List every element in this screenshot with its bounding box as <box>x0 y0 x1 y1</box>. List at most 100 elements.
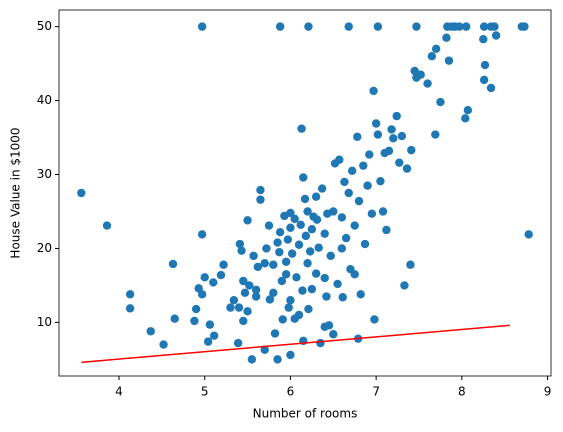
point <box>265 295 275 304</box>
point <box>520 22 529 31</box>
point <box>270 329 280 338</box>
point <box>256 195 265 204</box>
point <box>350 221 359 230</box>
point <box>300 194 310 204</box>
point <box>275 22 285 31</box>
point <box>273 238 282 247</box>
point <box>463 105 473 115</box>
point <box>370 315 379 324</box>
point <box>247 355 257 364</box>
point <box>159 340 168 349</box>
point <box>431 130 440 139</box>
point <box>365 150 374 159</box>
point <box>389 134 398 143</box>
point <box>233 338 243 348</box>
y-axis-label: House Value in $1000 <box>9 127 23 258</box>
point <box>307 284 317 294</box>
point <box>278 315 287 324</box>
point <box>344 22 353 31</box>
point <box>392 111 401 121</box>
point <box>333 279 342 289</box>
point <box>102 221 112 230</box>
point <box>273 355 282 364</box>
point <box>297 124 306 133</box>
point <box>356 290 365 299</box>
point <box>436 97 445 107</box>
point <box>239 276 248 286</box>
point <box>281 270 291 279</box>
point <box>281 257 291 266</box>
point <box>203 337 213 346</box>
plot-frame <box>58 9 552 377</box>
x-tick-label: 6 <box>287 385 295 399</box>
point <box>283 235 293 244</box>
point <box>216 270 226 280</box>
point <box>125 290 135 299</box>
point <box>269 260 278 269</box>
point <box>427 52 437 61</box>
x-tick-label: 5 <box>201 385 209 399</box>
point <box>354 196 364 206</box>
point <box>209 278 218 287</box>
point <box>479 22 489 31</box>
point <box>205 320 215 329</box>
point <box>251 292 261 301</box>
point <box>304 304 313 314</box>
point <box>461 114 470 123</box>
point <box>406 260 415 269</box>
point <box>296 220 305 229</box>
point <box>407 145 416 155</box>
point <box>360 239 370 249</box>
point <box>287 249 297 258</box>
point <box>322 292 331 301</box>
point <box>317 184 327 193</box>
point <box>320 229 329 238</box>
point <box>298 286 307 295</box>
x-tick-label: 4 <box>115 385 123 399</box>
point <box>219 260 228 269</box>
x-tick-label: 8 <box>458 385 466 399</box>
point <box>491 31 501 40</box>
point <box>340 177 349 187</box>
point <box>170 314 179 323</box>
point <box>197 22 207 31</box>
point <box>200 273 209 282</box>
point <box>303 259 312 268</box>
point <box>347 166 357 176</box>
point <box>363 181 372 190</box>
point <box>524 230 533 239</box>
point <box>455 22 464 31</box>
point <box>262 244 271 253</box>
point <box>384 146 394 156</box>
point <box>423 79 432 88</box>
x-tick-label: 9 <box>544 385 552 399</box>
point <box>294 240 304 249</box>
y-tick-label: 50 <box>37 19 52 33</box>
point <box>371 119 381 128</box>
point <box>275 227 285 237</box>
point <box>209 331 219 340</box>
point <box>286 223 295 232</box>
y-tick-label: 30 <box>37 167 52 181</box>
point <box>239 316 248 326</box>
point <box>125 304 135 313</box>
point <box>146 327 155 336</box>
point <box>461 22 471 31</box>
point <box>226 303 235 312</box>
point <box>304 22 313 31</box>
point <box>416 70 425 79</box>
point <box>286 350 295 360</box>
point <box>191 304 201 314</box>
point <box>234 303 244 312</box>
point <box>412 22 421 31</box>
point <box>320 322 329 332</box>
point <box>376 176 385 186</box>
point <box>284 303 293 312</box>
point <box>314 243 323 252</box>
point <box>77 188 86 198</box>
point <box>402 164 412 173</box>
point <box>260 345 269 354</box>
point <box>329 207 338 216</box>
point <box>190 316 199 326</box>
point <box>400 281 409 290</box>
